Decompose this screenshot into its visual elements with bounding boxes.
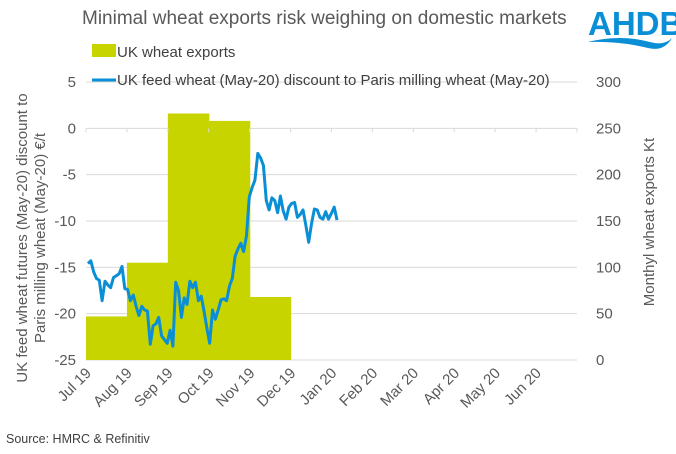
x-tick-label: Jun 20 bbox=[501, 365, 545, 409]
right-tick-label: 100 bbox=[596, 259, 621, 276]
right-tick-label: 200 bbox=[596, 167, 621, 184]
left-tick-label: -25 bbox=[54, 352, 76, 369]
right-tick-label: 150 bbox=[596, 213, 621, 230]
right-tick-label: 300 bbox=[596, 74, 621, 91]
left-axis-title-line1: UK feed wheat futures (May-20) discount … bbox=[14, 93, 31, 382]
ahdb-logo: AHDB bbox=[588, 5, 676, 49]
export-bar-nov-19 bbox=[249, 296, 292, 360]
right-tick-label: 250 bbox=[596, 120, 621, 137]
source-note: Source: HMRC & Refinitiv bbox=[6, 432, 151, 446]
left-tick-label: -20 bbox=[54, 306, 76, 323]
legend-swatch-exports bbox=[92, 44, 116, 57]
left-axis-title-line2: Paris milling wheat (May-20) €/t bbox=[32, 132, 49, 343]
left-tick-label: -15 bbox=[54, 259, 76, 276]
discount-line bbox=[86, 151, 339, 348]
export-bar-oct-19 bbox=[208, 120, 251, 360]
logo-text: AHDB bbox=[588, 5, 676, 42]
x-tick-label: Nov 19 bbox=[213, 365, 259, 411]
x-tick-label: Feb 20 bbox=[336, 365, 381, 410]
left-axis-title: UK feed wheat futures (May-20) discount … bbox=[14, 93, 49, 382]
left-y-axis: 5 0 -5 -10 -15 -20 -25 bbox=[54, 74, 76, 369]
right-y-axis: 300 250 200 150 100 50 0 bbox=[596, 74, 621, 369]
exports-area-series bbox=[86, 113, 292, 360]
x-tick-label: Dec 19 bbox=[254, 365, 300, 411]
x-tick-label: May 20 bbox=[457, 365, 504, 412]
x-tick-label: Aug 19 bbox=[90, 365, 136, 411]
chart-title: Minimal wheat exports risk weighing on d… bbox=[82, 8, 567, 29]
logo-wave-icon bbox=[588, 38, 672, 49]
discount-line-series bbox=[86, 151, 339, 348]
x-tick-label: Apr 20 bbox=[420, 365, 463, 408]
legend: UK wheat exports UK feed wheat (May-20) … bbox=[92, 44, 550, 89]
left-tick-label: -10 bbox=[54, 213, 76, 230]
left-tick-label: 0 bbox=[68, 120, 76, 137]
legend-label-discount: UK feed wheat (May-20) discount to Paris… bbox=[117, 72, 550, 89]
right-tick-label: 0 bbox=[596, 352, 604, 369]
x-tick-label: Oct 19 bbox=[174, 365, 217, 408]
left-tick-label: -5 bbox=[63, 167, 76, 184]
x-tick-label: Jan 20 bbox=[296, 365, 340, 409]
right-axis-title: Monthyl wheat exports Kt bbox=[641, 137, 658, 306]
right-tick-label: 50 bbox=[596, 306, 613, 323]
left-tick-label: 5 bbox=[68, 74, 76, 91]
x-tick-label: Mar 20 bbox=[377, 365, 422, 410]
x-tick-label: Sep 19 bbox=[131, 365, 177, 411]
legend-label-exports: UK wheat exports bbox=[117, 44, 235, 61]
x-tick-label: Jul 19 bbox=[55, 365, 95, 405]
export-bar-jul-19 bbox=[86, 316, 128, 360]
